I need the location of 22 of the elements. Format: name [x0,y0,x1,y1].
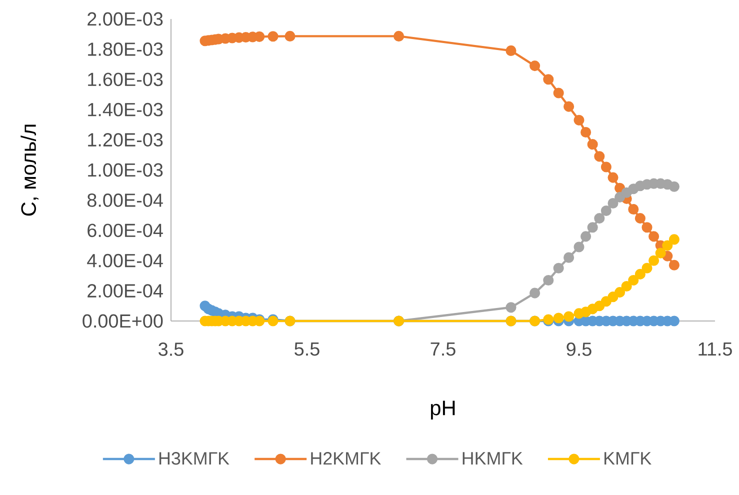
legend-label: H3KMГK [159,452,230,465]
y-tick-label: 6.00E-04 [88,224,163,238]
y-tick-label: 1.00E-03 [88,163,163,177]
legend-label: H2KMГK [311,452,381,465]
y-tick-label: 1.80E-03 [88,42,163,56]
y-tick-label: 2.00E-03 [88,12,163,26]
x-tick-label: 5.5 [294,342,320,356]
y-tick-label: 1.60E-03 [88,72,163,86]
x-tick-label: 3.5 [158,342,184,356]
y-tick-label: 2.00E-04 [88,284,163,298]
legend-label: KMГK [604,452,652,464]
y-tick-label: 1.40E-03 [88,102,163,116]
y-tick-label: 4.00E-04 [87,254,163,268]
x-axis-title: pH [430,400,455,420]
x-tick-label: 11.5 [698,342,732,356]
legend-label: HKMГK [462,452,523,464]
x-tick-label: 9.5 [566,342,592,356]
y-tick-label: 1.20E-03 [88,133,163,147]
y-tick-label: 0.00E+00 [82,314,163,328]
y-axis-title: C, моль/л [20,124,38,216]
y-tick-label: 8.00E-04 [87,193,163,207]
x-tick-label: 7.5 [430,342,456,356]
